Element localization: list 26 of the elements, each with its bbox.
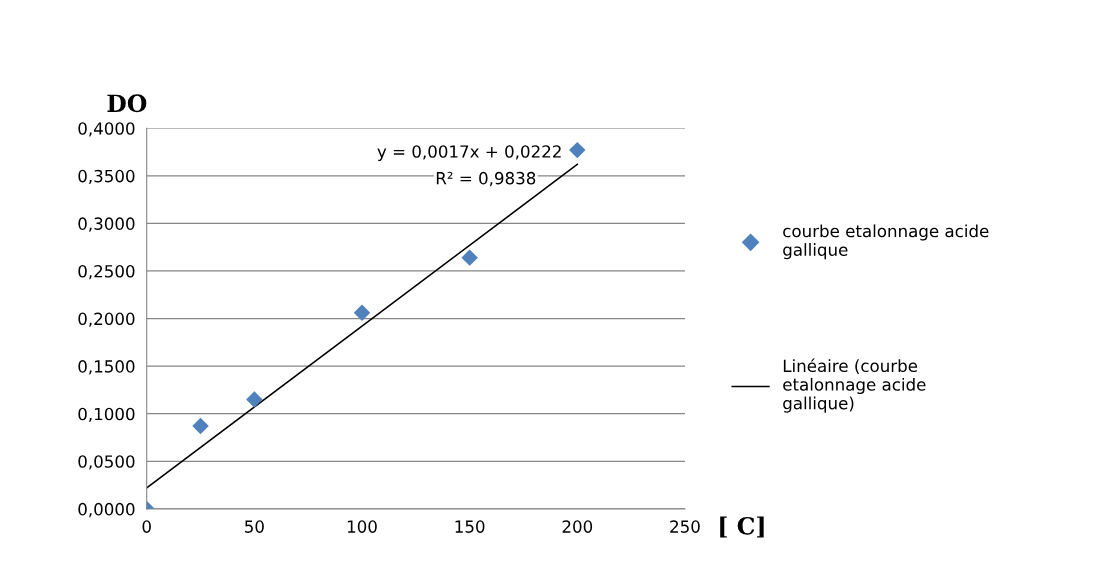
- annotation: y = 0,0017x + 0,0222: [377, 145, 561, 162]
- y-tick-label: 0,0000: [78, 502, 135, 518]
- y-tick-label: 0,0500: [78, 455, 135, 470]
- annotation: R² = 0,9838: [436, 171, 536, 187]
- point: [192, 417, 209, 435]
- y-tick-label: 0,2500: [78, 264, 135, 280]
- y-tick-label: 0,2000: [78, 312, 135, 327]
- x-tick-label: 50: [245, 520, 264, 533]
- x-axis-title: [ C]: [720, 516, 764, 538]
- point: [569, 141, 586, 159]
- y-tick-label: 0,1000: [78, 407, 135, 422]
- x-tick-label: 150: [455, 520, 485, 533]
- x-tick-label: 0: [142, 520, 151, 533]
- point: [461, 249, 478, 266]
- legend-label: Linéaire (courbe etalonnage acide gallique): [783, 358, 926, 413]
- point: [353, 304, 371, 322]
- x-tick-label: 250: [670, 520, 700, 533]
- y-tick-label: 0,3000: [78, 217, 135, 232]
- y-axis-title: DO: [107, 94, 147, 113]
- x-tick-label: 200: [562, 520, 593, 533]
- x-tick-label: 100: [347, 520, 377, 533]
- y-tick-label: 0,1500: [78, 360, 135, 375]
- y-tick-label: 0,3500: [78, 169, 135, 185]
- legend-label: courbe etalonnage acide gallique: [783, 224, 989, 260]
- point: [246, 391, 263, 408]
- y-tick-label: 0,4000: [78, 122, 135, 137]
